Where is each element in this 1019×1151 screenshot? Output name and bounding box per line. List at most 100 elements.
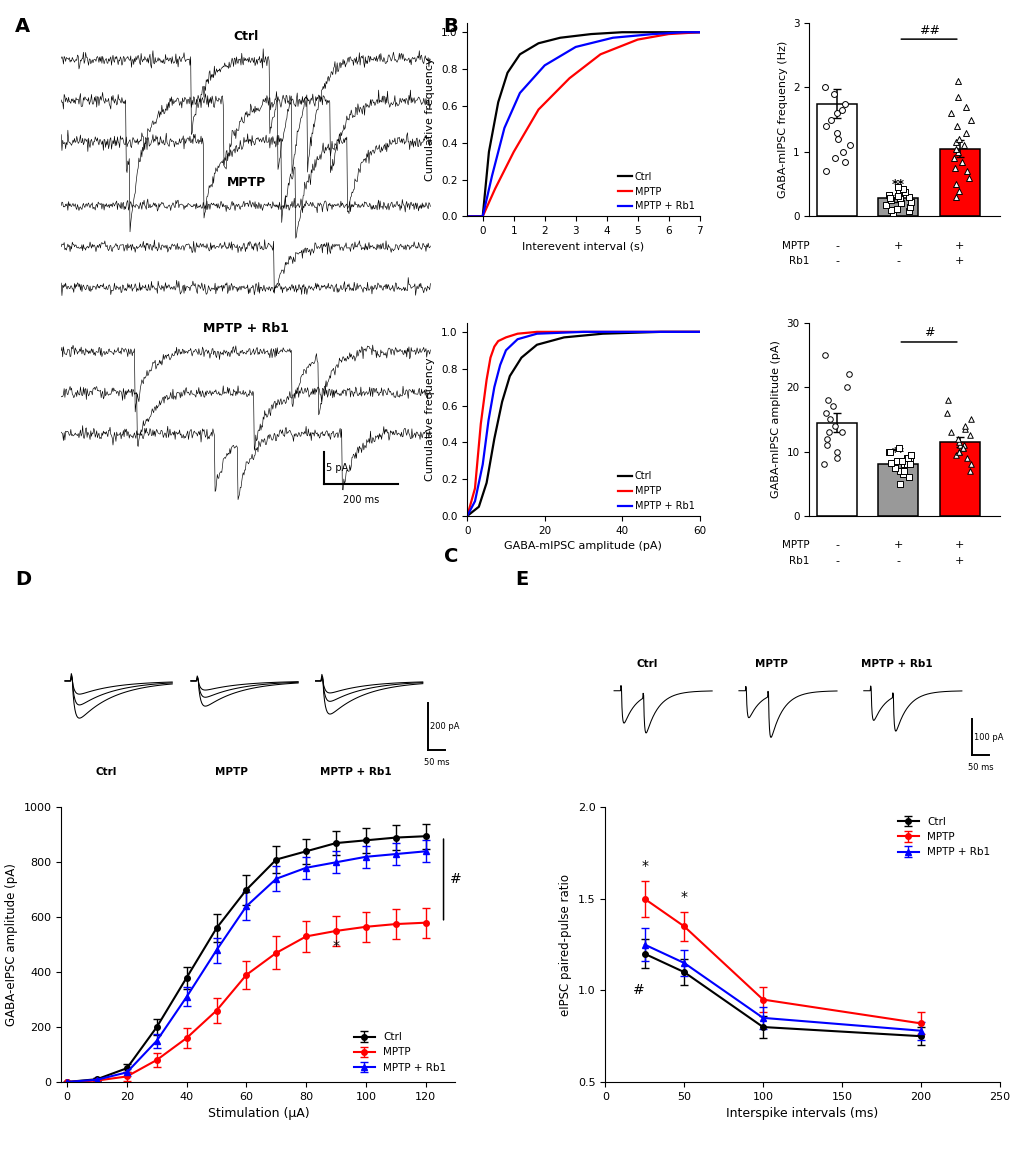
- Point: [887, 458, 903, 477]
- Text: 200 pA: 200 pA: [430, 722, 460, 731]
- Point: [826, 417, 843, 435]
- Ctrl: [461, 209, 473, 223]
- Text: -: -: [896, 257, 900, 266]
- Point: [881, 189, 898, 207]
- Text: MPTP: MPTP: [782, 541, 809, 550]
- Text: B: B: [443, 17, 458, 37]
- Point: [836, 152, 852, 170]
- Point: [902, 193, 918, 212]
- MPTP: [594, 47, 606, 61]
- Point: [956, 417, 972, 435]
- Text: ##: ##: [918, 23, 938, 37]
- Point: [828, 104, 845, 122]
- Text: -: -: [835, 241, 839, 251]
- Point: [894, 465, 910, 483]
- Text: MPTP: MPTP: [215, 768, 248, 777]
- MPTP: [662, 28, 675, 41]
- Point: [942, 104, 958, 122]
- Text: MPTP: MPTP: [782, 241, 809, 251]
- MPTP + Rb1: [514, 86, 526, 100]
- Point: [895, 455, 911, 473]
- X-axis label: Interevent interval (s): Interevent interval (s): [522, 242, 644, 252]
- Line: MPTP: MPTP: [467, 331, 699, 516]
- MPTP: [693, 25, 705, 39]
- Point: [894, 180, 910, 198]
- Line: Ctrl: Ctrl: [467, 32, 699, 216]
- Text: *: *: [680, 891, 687, 905]
- MPTP + Rb1: [461, 509, 473, 523]
- MPTP + Rb1: [485, 169, 497, 183]
- Legend: Ctrl, MPTP, MPTP + Rb1: Ctrl, MPTP, MPTP + Rb1: [618, 472, 694, 511]
- MPTP + Rb1: [538, 59, 550, 73]
- Text: +: +: [954, 241, 964, 251]
- Y-axis label: GABA-eIPSC amplitude (pA): GABA-eIPSC amplitude (pA): [5, 863, 18, 1026]
- Point: [951, 436, 967, 455]
- Point: [818, 436, 835, 455]
- Text: 200 ms: 200 ms: [342, 495, 379, 505]
- Ctrl: [461, 509, 473, 523]
- Point: [958, 449, 974, 467]
- MPTP: [532, 102, 544, 116]
- Point: [901, 188, 917, 206]
- Legend: Ctrl, MPTP, MPTP + Rb1: Ctrl, MPTP, MPTP + Rb1: [893, 813, 994, 861]
- MPTP + Rb1: [511, 333, 523, 346]
- Point: [901, 198, 917, 216]
- Point: [817, 404, 834, 422]
- Text: **: **: [891, 447, 904, 459]
- MPTP + Rb1: [476, 457, 488, 471]
- Y-axis label: Cumulative frequency: Cumulative frequency: [425, 358, 435, 481]
- Point: [889, 178, 905, 197]
- Text: #: #: [632, 983, 644, 997]
- X-axis label: Interspike intervals (ms): Interspike intervals (ms): [726, 1107, 877, 1120]
- Point: [890, 184, 906, 203]
- Point: [900, 468, 916, 487]
- Point: [947, 175, 963, 193]
- Legend: Ctrl, MPTP, MPTP + Rb1: Ctrl, MPTP, MPTP + Rb1: [618, 171, 694, 212]
- Point: [880, 442, 897, 460]
- Ctrl: [693, 325, 705, 338]
- Text: Rb1: Rb1: [789, 556, 809, 566]
- Point: [961, 462, 977, 480]
- MPTP + Rb1: [654, 325, 666, 338]
- MPTP: [530, 325, 542, 338]
- Bar: [877, 464, 917, 516]
- X-axis label: GABA-mIPSC amplitude (pA): GABA-mIPSC amplitude (pA): [504, 541, 661, 551]
- MPTP + Rb1: [482, 413, 494, 427]
- Point: [953, 152, 969, 170]
- Point: [955, 436, 971, 455]
- Point: [950, 182, 966, 200]
- Point: [826, 150, 843, 168]
- Text: **: **: [891, 178, 904, 191]
- Text: *: *: [332, 939, 339, 953]
- Point: [839, 378, 855, 396]
- Point: [816, 117, 833, 136]
- Point: [949, 87, 965, 106]
- Ctrl: [515, 351, 527, 365]
- Point: [954, 439, 970, 457]
- Point: [816, 78, 833, 97]
- Point: [815, 345, 832, 364]
- Point: [896, 183, 912, 201]
- Text: -: -: [835, 541, 839, 550]
- Y-axis label: Cumulative frequency: Cumulative frequency: [425, 58, 435, 182]
- Text: #: #: [449, 872, 461, 886]
- Bar: [877, 198, 917, 216]
- MPTP + Rb1: [693, 25, 705, 39]
- Y-axis label: GABA-mIPSC amplitude (pA): GABA-mIPSC amplitude (pA): [770, 341, 781, 498]
- Text: +: +: [954, 556, 964, 566]
- Point: [890, 439, 906, 457]
- Point: [955, 136, 971, 154]
- Text: *: *: [641, 860, 648, 874]
- Ctrl: [480, 475, 492, 489]
- Point: [961, 426, 977, 444]
- MPTP + Rb1: [577, 325, 589, 338]
- Point: [819, 391, 836, 410]
- Ctrl: [654, 325, 666, 338]
- MPTP + Rb1: [461, 209, 473, 223]
- Point: [821, 410, 838, 428]
- Point: [883, 204, 900, 222]
- Point: [818, 429, 835, 448]
- MPTP: [469, 481, 481, 495]
- MPTP + Rb1: [469, 494, 481, 508]
- Line: MPTP: MPTP: [467, 32, 699, 216]
